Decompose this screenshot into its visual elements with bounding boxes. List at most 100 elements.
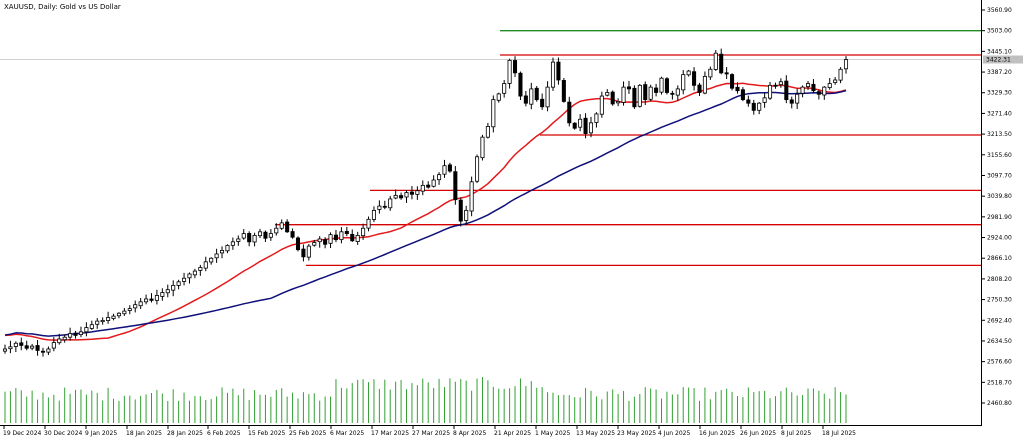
candle-body <box>469 181 474 212</box>
candle-body <box>279 222 284 229</box>
candle-body <box>409 191 414 195</box>
candle-body <box>659 77 664 93</box>
current-price-badge <box>983 55 1023 64</box>
candle-body <box>594 113 599 123</box>
candle-body <box>268 233 273 238</box>
candle-body <box>491 99 496 128</box>
candle-body <box>127 308 132 311</box>
candle-body <box>220 249 225 254</box>
candle-body <box>702 76 707 94</box>
candle-body <box>399 195 404 199</box>
candle-body <box>670 92 675 95</box>
candle-body <box>317 238 322 243</box>
time-tick-label: 16 Jun 2025 <box>699 430 735 437</box>
candle-body <box>214 253 219 259</box>
candle-body <box>588 122 594 134</box>
candle-body <box>507 59 512 84</box>
candle-body <box>475 156 480 182</box>
candle-body <box>648 86 653 100</box>
time-tick-label: 30 Dec 2024 <box>44 430 83 437</box>
price-tick-label: 2808.20 <box>987 276 1012 283</box>
candle-body <box>778 81 783 86</box>
time-tick-label: 19 Dec 2024 <box>3 430 42 437</box>
time-tick-label: 15 Feb 2025 <box>248 430 286 437</box>
candle-body <box>681 74 686 91</box>
candle-body <box>122 310 127 315</box>
price-tick-label: 3155.60 <box>987 152 1012 159</box>
candle-body <box>57 338 62 344</box>
candle-body <box>51 342 56 349</box>
candle-body <box>35 345 40 351</box>
candle-body <box>480 136 485 159</box>
candle-body <box>388 198 393 209</box>
price-axis: 3560.90 3503.00 3445.10 3387.20 3329.30 3271.… <box>982 7 1023 407</box>
time-tick-label: 6 Mar 2025 <box>330 430 364 437</box>
candle-body <box>333 234 339 241</box>
candle-body <box>133 304 138 309</box>
volume-bars <box>4 377 847 423</box>
candle-body <box>24 345 29 349</box>
candle-body <box>182 277 187 282</box>
candle-body <box>496 93 501 101</box>
time-tick-label: 23 May 2025 <box>617 430 656 437</box>
candle-body <box>675 88 680 96</box>
candle-body <box>437 174 442 181</box>
time-axis: 19 Dec 2024 30 Dec 2024 9 Jan 2025 18 Jan 2… <box>3 425 856 437</box>
candle-body <box>572 122 577 129</box>
time-tick-label: 9 Jan 2025 <box>85 430 117 437</box>
candle-body <box>447 164 452 172</box>
candle-body <box>111 315 116 319</box>
price-tick-label: 2924.00 <box>987 235 1012 242</box>
candle-body <box>805 83 811 88</box>
candle-body <box>138 301 143 307</box>
candle-body <box>73 332 78 336</box>
candle-body <box>534 87 539 101</box>
time-tick-label: 26 Jun 2025 <box>740 430 776 437</box>
time-tick-label: 17 Mar 2025 <box>371 430 409 437</box>
candle-body <box>154 294 159 301</box>
moving-average-line <box>4 89 847 337</box>
candle-body <box>106 317 111 321</box>
candle-body <box>822 86 827 96</box>
candle-body <box>453 171 458 201</box>
candle-body <box>626 86 631 90</box>
candle-body <box>84 327 89 333</box>
candle-body <box>420 184 425 192</box>
candle-body <box>502 83 507 94</box>
candle-body <box>382 205 387 208</box>
candle-body <box>599 95 604 115</box>
candle-body <box>708 68 713 78</box>
time-tick-label: 18 Jul 2025 <box>822 430 856 437</box>
candle-body <box>746 99 751 104</box>
candle-body <box>225 244 230 252</box>
candle-body <box>344 230 349 234</box>
time-tick-label: 18 Jan 2025 <box>126 430 162 437</box>
candle-body <box>610 91 615 105</box>
candle-body <box>768 84 773 99</box>
candle-body <box>811 83 816 92</box>
candle-body <box>523 95 528 104</box>
candle-body <box>464 209 469 221</box>
candle-body <box>328 234 333 244</box>
candle-body <box>621 86 626 103</box>
candle-body <box>176 281 181 286</box>
candle-body <box>664 78 669 93</box>
candle-body <box>116 312 121 317</box>
candle-body <box>350 233 355 242</box>
candle-body <box>773 84 778 87</box>
price-tick-label: 2634.50 <box>987 338 1012 345</box>
candle-body <box>203 261 208 269</box>
candle-body <box>323 239 328 245</box>
candle-body <box>567 101 572 124</box>
time-tick-label: 28 Jan 2025 <box>167 430 203 437</box>
price-tick-label: 3329.30 <box>987 90 1012 97</box>
candle-body <box>838 68 843 81</box>
candle-body <box>361 227 366 237</box>
candle-body <box>637 84 642 107</box>
candle-body <box>263 231 268 239</box>
price-tick-label: 3039.80 <box>987 193 1012 200</box>
candle-body <box>751 102 756 111</box>
price-tick-label: 3271.40 <box>987 110 1012 117</box>
